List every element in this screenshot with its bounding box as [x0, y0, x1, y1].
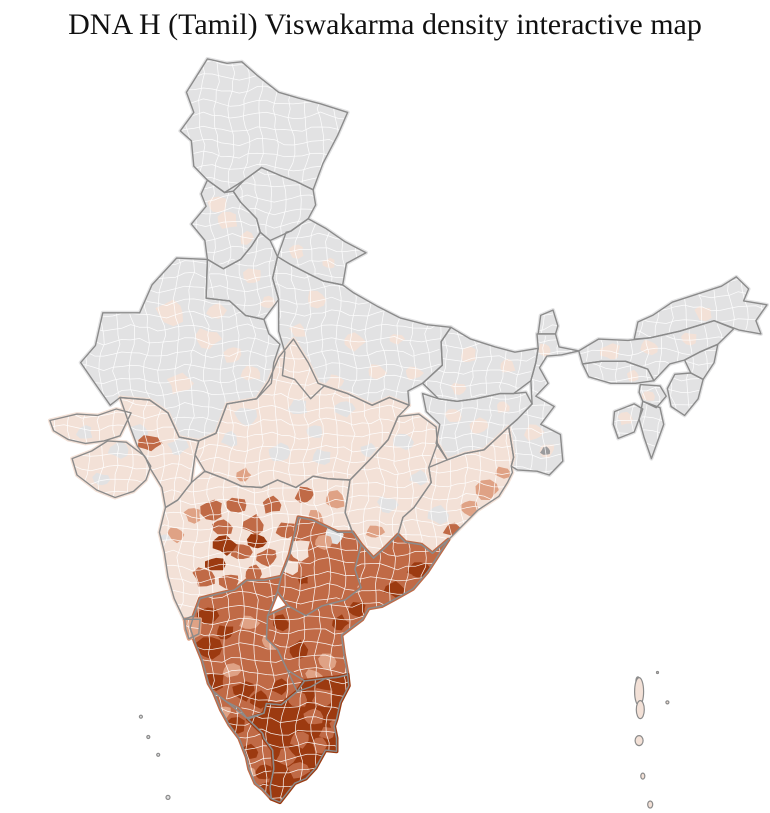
district-patch[interactable] — [500, 358, 516, 373]
district-patch[interactable] — [206, 303, 227, 319]
district-patch[interactable] — [332, 614, 350, 631]
district-patch[interactable] — [460, 500, 478, 517]
district-patch[interactable] — [318, 726, 336, 740]
district-patch[interactable] — [287, 762, 311, 779]
state-uttar_pradesh[interactable] — [269, 253, 453, 409]
district-patch[interactable] — [218, 574, 239, 591]
district-patch[interactable] — [308, 290, 327, 309]
district-patch[interactable] — [405, 366, 424, 381]
district-patch[interactable] — [360, 442, 377, 458]
district-patch[interactable] — [427, 505, 449, 525]
district-patch[interactable] — [222, 663, 242, 678]
district-patch[interactable] — [366, 525, 386, 538]
district-patch[interactable] — [212, 535, 238, 556]
states-fill-layer — [47, 56, 769, 805]
district-patch[interactable] — [444, 409, 462, 422]
district-patch[interactable] — [318, 653, 337, 671]
district-patch[interactable] — [259, 295, 276, 309]
district-patch[interactable] — [262, 495, 282, 514]
district-patch[interactable] — [681, 332, 697, 346]
district-patch[interactable] — [230, 544, 253, 559]
district-patch[interactable] — [377, 496, 399, 514]
state-borders — [49, 58, 768, 803]
district-patch[interactable] — [166, 372, 194, 395]
islands-andaman[interactable] — [633, 670, 670, 809]
district-patch[interactable] — [183, 508, 201, 524]
district-patch[interactable] — [234, 407, 258, 427]
district-patch[interactable] — [273, 614, 289, 632]
district-patch[interactable] — [166, 527, 185, 544]
district-patch[interactable] — [599, 343, 620, 361]
district-patch[interactable] — [289, 244, 304, 259]
district-patch[interactable] — [640, 339, 658, 356]
district-patch[interactable] — [368, 364, 388, 380]
district-patch[interactable] — [239, 615, 261, 629]
district-patch[interactable] — [497, 401, 510, 413]
district-patch[interactable] — [217, 211, 238, 229]
map-title: DNA H (Tamil) Viswakarma density interac… — [68, 8, 702, 41]
district-patch[interactable] — [289, 639, 309, 659]
district-patch[interactable] — [166, 437, 190, 456]
district-patch[interactable] — [200, 499, 222, 521]
district-patch[interactable] — [495, 466, 511, 479]
district-patch[interactable] — [450, 382, 467, 395]
district-patch[interactable] — [75, 425, 93, 439]
district-patch[interactable] — [334, 401, 356, 418]
district-patch[interactable] — [306, 425, 323, 438]
islands-lakshadweep[interactable] — [138, 714, 171, 801]
district-patch[interactable] — [617, 411, 633, 426]
district-patch[interactable] — [398, 572, 415, 585]
state-karnataka[interactable] — [186, 573, 307, 720]
district-patch[interactable] — [383, 581, 405, 598]
district-patch[interactable] — [242, 513, 264, 536]
state-tripura[interactable] — [609, 400, 645, 441]
district-patch[interactable] — [287, 399, 308, 414]
district-patch[interactable] — [290, 731, 309, 749]
district-patch[interactable] — [475, 479, 499, 501]
district-patch[interactable] — [347, 602, 367, 618]
district-patch[interactable] — [694, 306, 712, 322]
district-patch[interactable] — [247, 534, 268, 549]
district-patch[interactable] — [195, 328, 223, 350]
